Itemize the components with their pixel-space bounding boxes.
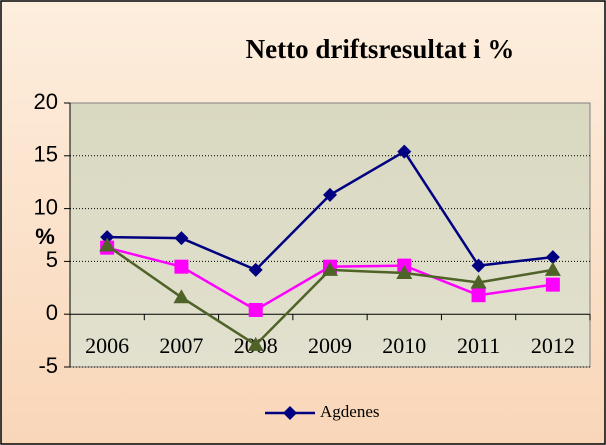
data-point <box>470 274 487 289</box>
x-tick-label: 2012 <box>531 333 575 358</box>
y-tick-label: 0 <box>46 300 58 325</box>
plot-area <box>69 102 591 368</box>
y-tick-label: 20 <box>34 89 58 114</box>
y-tick-label: 10 <box>34 194 58 219</box>
data-point <box>397 144 412 159</box>
data-point <box>173 289 190 304</box>
data-point <box>322 261 338 276</box>
data-point <box>247 336 264 351</box>
y-tick-label: 15 <box>34 142 58 167</box>
data-point <box>545 250 560 265</box>
y-axis-label: % <box>35 224 55 249</box>
data-point <box>174 231 189 246</box>
data-point <box>174 259 189 274</box>
data-point <box>100 230 115 245</box>
data-point <box>323 187 337 202</box>
chart-title: Netto driftsresultat i % <box>246 34 515 64</box>
data-point <box>545 277 560 292</box>
y-tick-label: 5 <box>46 247 58 272</box>
legend-marker <box>283 406 297 420</box>
data-point <box>396 265 413 280</box>
data-point <box>99 237 116 252</box>
data-point <box>248 262 263 277</box>
y-tick-label: -5 <box>38 353 58 378</box>
x-tick-label: 2007 <box>159 333 203 358</box>
data-point <box>471 258 486 273</box>
x-tick-label: 2010 <box>382 333 426 358</box>
data-point <box>248 302 263 317</box>
data-point <box>471 288 486 303</box>
legend-label: Agdenes <box>320 402 379 421</box>
x-tick-label: 2006 <box>85 333 129 358</box>
x-tick-label: 2011 <box>457 333 500 358</box>
data-point <box>544 261 561 276</box>
x-tick-label: 2009 <box>308 333 352 358</box>
